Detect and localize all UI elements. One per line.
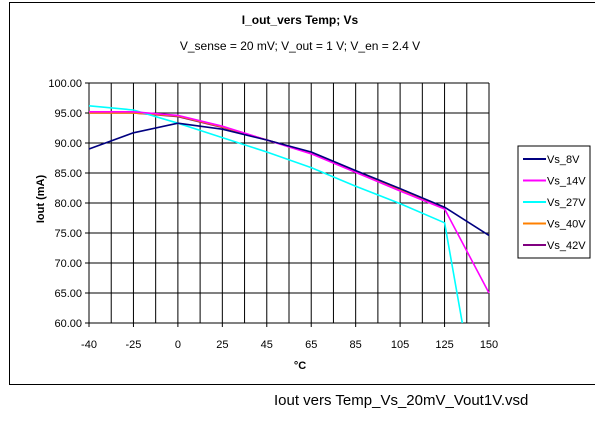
y-axis-title: Iout (mA) xyxy=(35,175,47,224)
legend-label: Vs_14V xyxy=(547,176,586,188)
x-tick-label: 150 xyxy=(480,339,498,351)
x-axis-title: °C xyxy=(294,360,306,372)
x-tick-label: 45 xyxy=(261,339,273,351)
legend-label: Vs_42V xyxy=(547,240,586,252)
x-tick-label: 25 xyxy=(216,339,228,351)
chart-subtitle: V_sense = 20 mV; V_out = 1 V; V_en = 2.4… xyxy=(180,39,420,53)
series-line-vs-8v xyxy=(88,122,490,237)
y-tick-label: 100.00 xyxy=(48,78,82,90)
y-tick-label: 70.00 xyxy=(54,258,82,270)
y-tick-label: 75.00 xyxy=(54,228,82,240)
legend-label: Vs_40V xyxy=(547,219,586,231)
y-tick-label: 95.00 xyxy=(54,108,82,120)
file-label: Iout vers Temp_Vs_20mV_Vout1V.vsd xyxy=(274,392,529,409)
y-tick-label: 80.00 xyxy=(54,198,82,210)
chart-title: I_out_vers Temp; Vs xyxy=(242,13,359,27)
x-tick-label: 105 xyxy=(391,339,409,351)
series-line-vs-27v xyxy=(88,105,464,324)
chart-svg: I_out_vers Temp; Vs V_sense = 20 mV; V_ou… xyxy=(35,13,591,372)
y-tick-label: 65.00 xyxy=(54,288,82,300)
chart-frame: I_out_vers Temp; Vs V_sense = 20 mV; V_ou… xyxy=(9,2,595,385)
x-tick-label: 85 xyxy=(350,339,362,351)
legend-label: Vs_27V xyxy=(547,197,586,209)
x-tick-label: -40 xyxy=(81,339,97,351)
x-tick-label: 125 xyxy=(435,339,453,351)
y-tick-label: 60.00 xyxy=(54,318,82,330)
legend-label: Vs_8V xyxy=(547,154,580,166)
x-tick-label: 65 xyxy=(305,339,317,351)
y-tick-label: 85.00 xyxy=(54,168,82,180)
y-tick-label: 90.00 xyxy=(54,138,82,150)
x-tick-label: 0 xyxy=(175,339,181,351)
series-line-vs-14v xyxy=(89,111,490,294)
x-tick-label: -25 xyxy=(125,339,141,351)
